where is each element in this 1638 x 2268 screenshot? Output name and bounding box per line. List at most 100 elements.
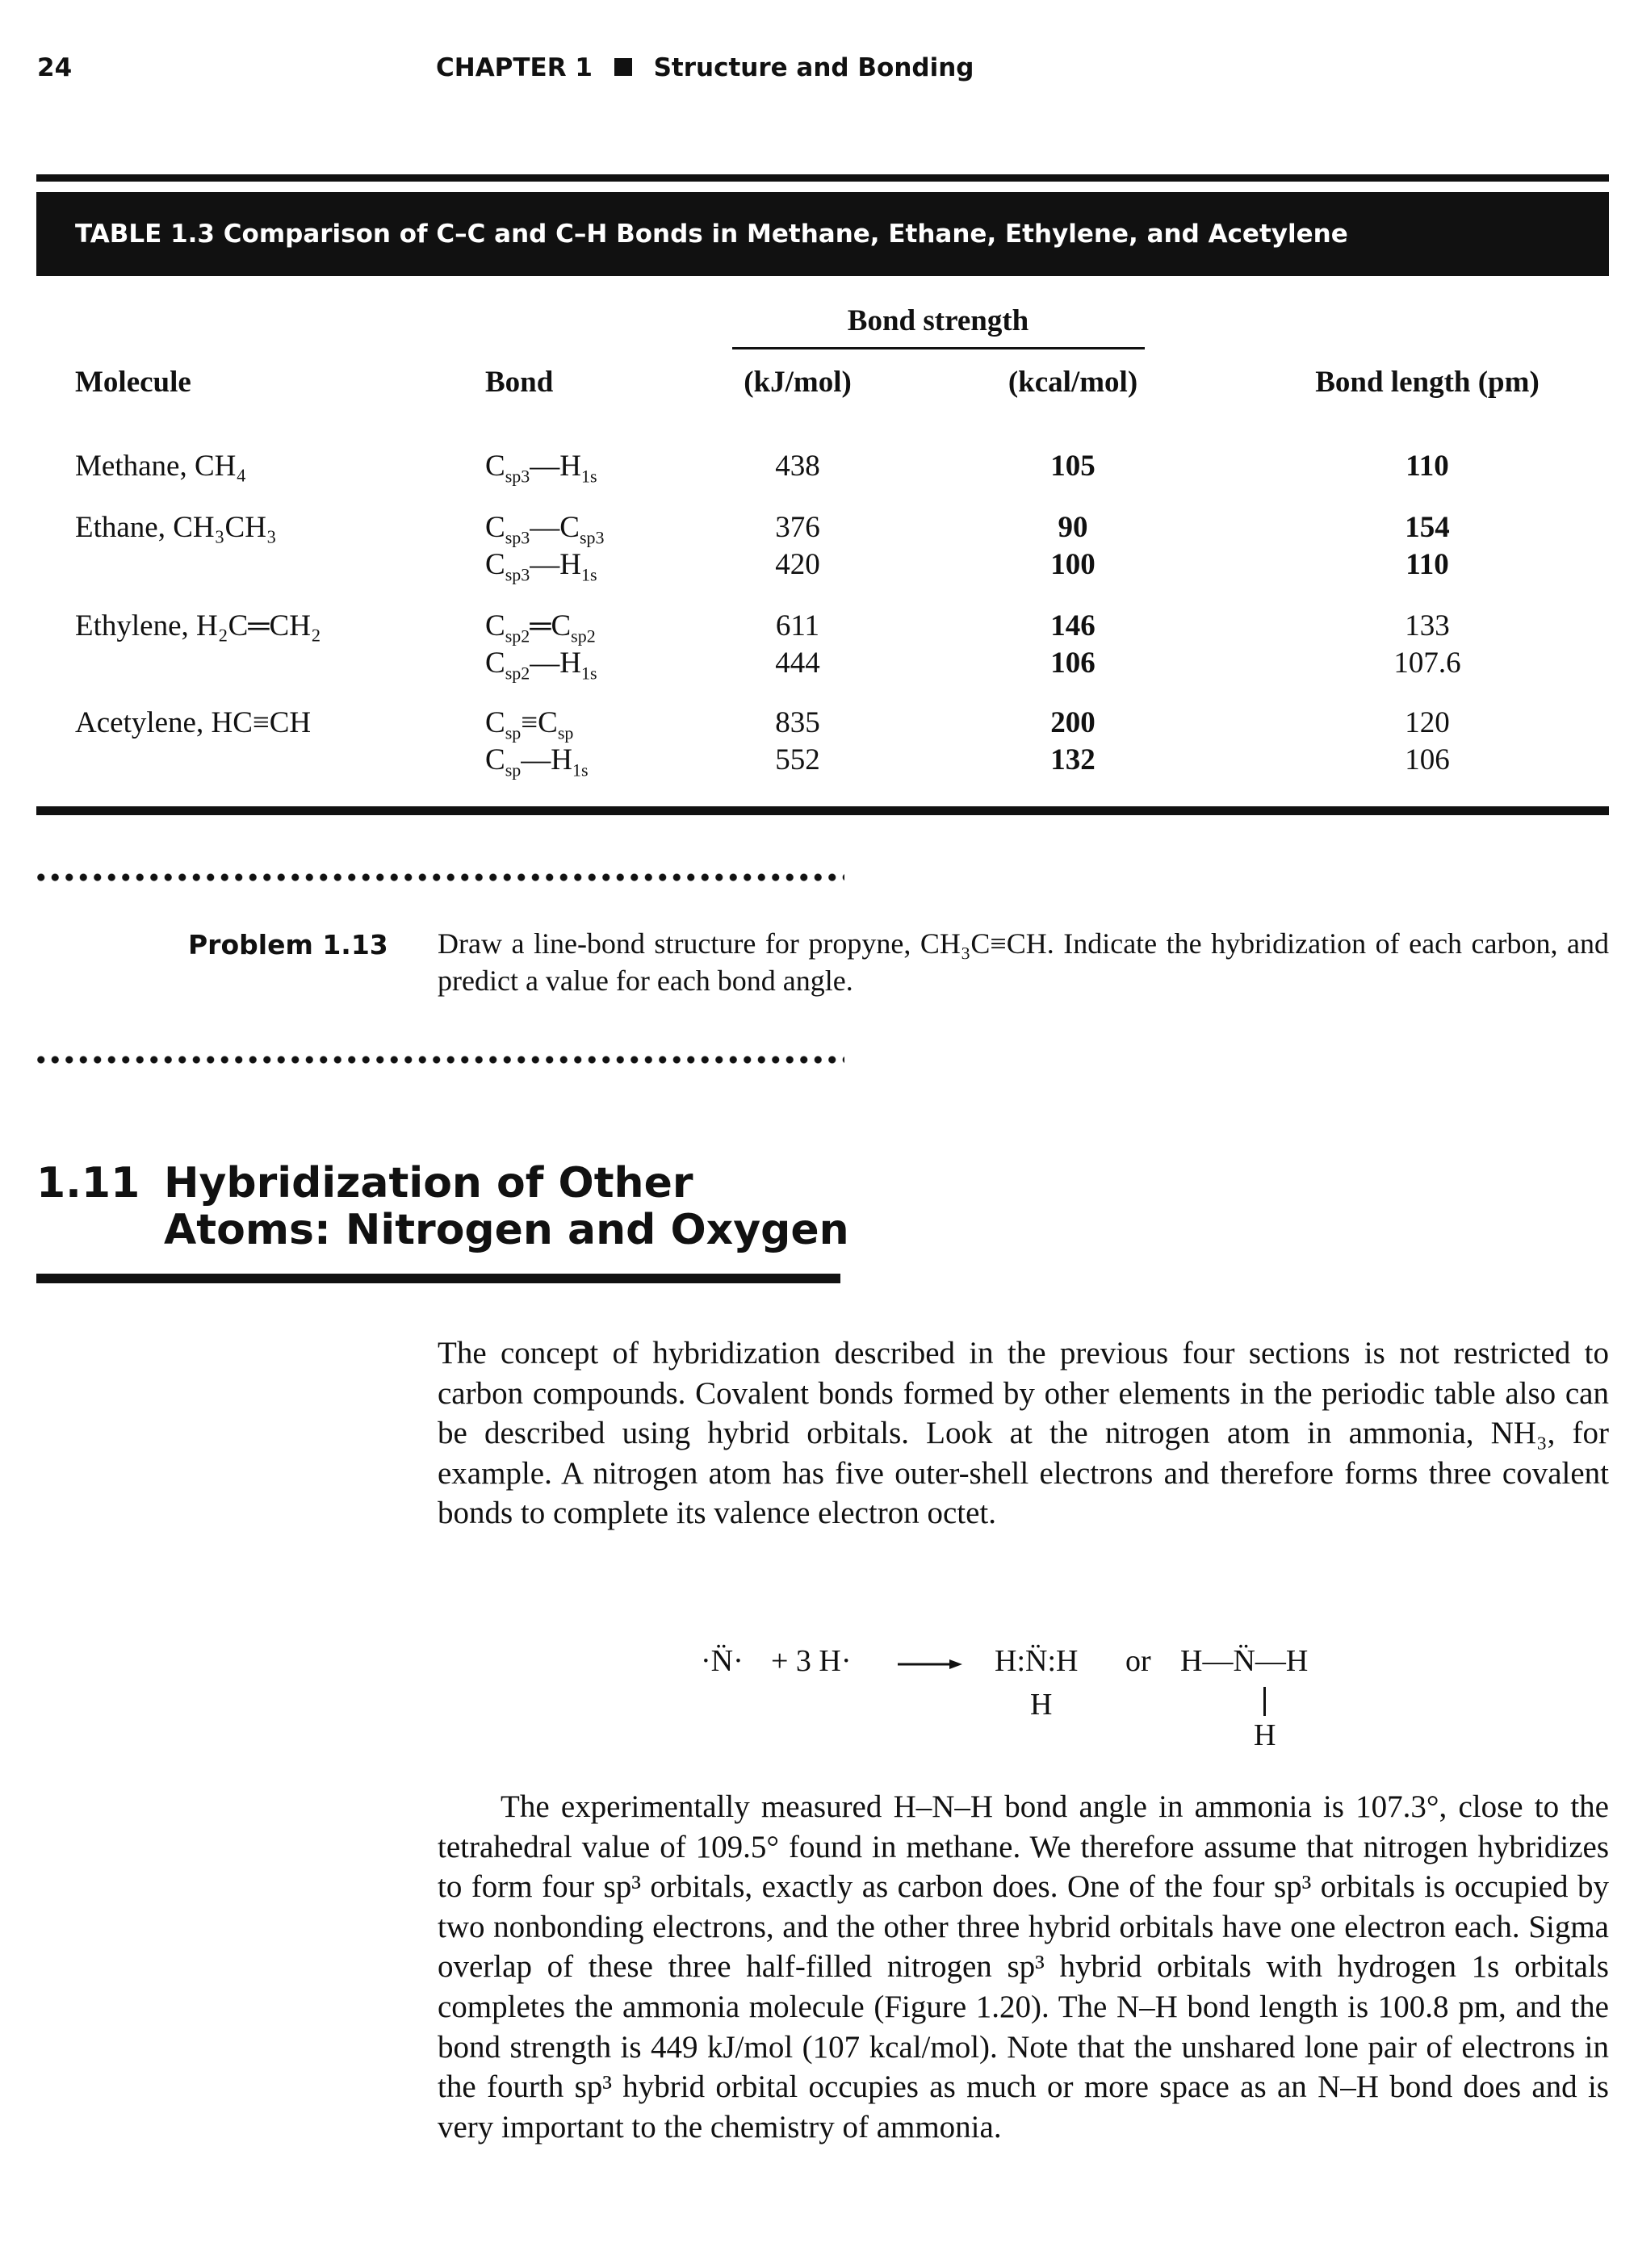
hybrid: 1s <box>572 759 589 780</box>
bond: Csp≡Csp <box>485 705 573 743</box>
length-value: 107.6 <box>1393 647 1461 680</box>
hybrid: sp <box>505 759 522 780</box>
molecule: Ethane, CH₃CH₃ <box>75 511 277 544</box>
group-header: Bond strength <box>847 304 1029 337</box>
kcal-value: 146 <box>1050 609 1095 642</box>
length-value: 110 <box>1405 548 1449 581</box>
or: or <box>1125 1644 1151 1678</box>
separator <box>614 58 632 76</box>
column-header: Molecule <box>75 366 191 399</box>
kcal-value: 106 <box>1050 647 1095 680</box>
table-title: TABLE 1.3 Comparison of C–C and C–H Bond… <box>75 220 1348 249</box>
atom: H <box>559 548 581 581</box>
lewis-ammonia-h: H <box>1030 1688 1053 1722</box>
atom: C <box>485 706 505 739</box>
bond: Csp—H1s <box>485 743 589 780</box>
kj-value: 438 <box>775 450 820 483</box>
column-header: (kcal/mol) <box>1008 366 1138 399</box>
kj-value: 444 <box>775 647 820 680</box>
kcal-value: 105 <box>1050 450 1095 483</box>
column-header: Bond <box>485 366 554 399</box>
atom: C <box>485 609 505 642</box>
group-rule <box>732 347 1145 349</box>
hybrid: 1s <box>580 663 597 684</box>
length-value: 110 <box>1405 450 1449 483</box>
hybrid: sp3 <box>505 564 530 585</box>
problem-text: Draw a line-bond structure for propyne, … <box>438 927 1609 997</box>
hybrid: 1s <box>580 466 597 487</box>
atom: C <box>538 706 558 739</box>
bond-link: — <box>530 511 560 544</box>
hybrid: sp <box>557 722 574 743</box>
bond-link: — <box>530 647 560 680</box>
atom: H <box>551 743 572 776</box>
bond-link: — <box>521 743 551 776</box>
hybrid: sp2 <box>505 626 530 647</box>
section-title: Atoms: Nitrogen and Oxygen <box>164 1206 849 1254</box>
molecule: Ethylene, H₂C═CH₂ <box>75 609 321 642</box>
kj-value: 552 <box>775 743 820 776</box>
page-number: 24 <box>37 53 73 82</box>
paragraph: The concept of hybridization described i… <box>438 1336 1609 1531</box>
atom: C <box>485 548 505 581</box>
atom: C <box>485 450 505 483</box>
atom: C <box>485 647 505 680</box>
atom: C <box>559 511 580 544</box>
table-title-band <box>36 192 1609 276</box>
running-head: CHAPTER 1 Structure and Bonding <box>436 53 974 82</box>
bond: Csp2═Csp2 <box>485 609 596 647</box>
hybrid: 1s <box>580 564 597 585</box>
bond-line <box>1263 1687 1266 1716</box>
bond-link: — <box>530 450 560 483</box>
molecule: Methane, CH₄ <box>75 450 247 483</box>
kcal-value: 132 <box>1050 743 1095 776</box>
running-title: Structure and Bonding <box>653 53 974 82</box>
chapter: CHAPTER 1 <box>436 53 593 82</box>
molecule: Acetylene, HC≡CH <box>75 706 312 739</box>
problem-label: Problem 1.13 <box>188 929 388 960</box>
bond: Csp3—H1s <box>485 449 597 487</box>
hybrid: sp2 <box>571 626 596 647</box>
reaction-arrow <box>898 1659 962 1669</box>
atom: H <box>559 647 581 680</box>
lewis-hydrogens: + 3 H· <box>771 1644 852 1678</box>
lewis-nitrogen: ·N̈· <box>701 1644 744 1678</box>
bond: Csp3—H1s <box>485 547 597 585</box>
length-value: 106 <box>1405 743 1450 776</box>
kj-value: 376 <box>775 511 820 544</box>
dotted-rule <box>34 873 844 881</box>
kj-value: 420 <box>775 548 820 581</box>
kcal-value: 90 <box>1058 511 1088 544</box>
kj-value: 835 <box>775 706 820 739</box>
dotted-rule <box>34 1056 844 1064</box>
bond-link: — <box>530 548 560 581</box>
line-bond-ammonia-h: H <box>1254 1718 1276 1752</box>
hybrid: sp3 <box>579 527 605 548</box>
line-bond-ammonia: H—N̈—H <box>1180 1644 1309 1678</box>
paragraph: The experimentally measured H–N–H bond a… <box>438 1789 1609 2145</box>
atom: C <box>485 743 505 776</box>
bond-link: ≡ <box>521 706 538 739</box>
kcal-value: 100 <box>1050 548 1095 581</box>
atom: H <box>559 450 581 483</box>
section-rule <box>36 1274 840 1283</box>
atom: C <box>485 511 505 544</box>
lewis-ammonia: H:N̈:H <box>995 1644 1079 1678</box>
kj-value: 611 <box>775 609 820 642</box>
atom: C <box>551 609 572 642</box>
bond: Csp2—H1s <box>485 646 597 684</box>
length-value: 154 <box>1405 511 1450 544</box>
hybrid: sp2 <box>505 663 530 684</box>
length-value: 120 <box>1405 706 1450 739</box>
section-number: 1.11 <box>36 1159 140 1207</box>
table-top-rule <box>36 174 1609 182</box>
column-header: (kJ/mol) <box>744 366 852 399</box>
section-title: Hybridization of Other <box>164 1159 693 1207</box>
table-bottom-rule <box>36 806 1609 815</box>
kcal-value: 200 <box>1050 706 1095 739</box>
bond-link: ═ <box>530 609 551 642</box>
bond: Csp3—Csp3 <box>485 510 605 548</box>
hybrid: sp <box>505 722 522 743</box>
hybrid: sp3 <box>505 466 530 487</box>
